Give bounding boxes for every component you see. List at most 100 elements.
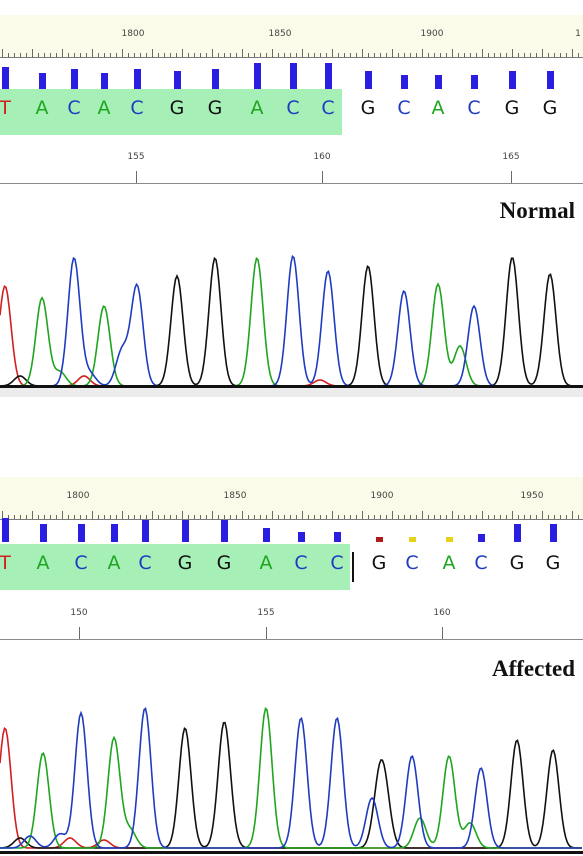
ruler-tick bbox=[92, 49, 93, 57]
quality-bar bbox=[365, 71, 372, 89]
base-call: C bbox=[286, 97, 300, 119]
highlighted-sequence-region bbox=[0, 544, 350, 590]
quality-bar bbox=[71, 69, 78, 89]
ruler-tick bbox=[152, 49, 153, 57]
ruler-tick bbox=[32, 511, 33, 519]
ruler-tick bbox=[302, 511, 303, 519]
ruler-tick bbox=[14, 53, 15, 57]
ruler-label: 1900 bbox=[370, 491, 394, 501]
ruler-tick bbox=[368, 515, 369, 519]
ruler-tick bbox=[32, 49, 33, 57]
ruler-tick bbox=[398, 53, 399, 57]
ruler-tick bbox=[104, 53, 105, 57]
ruler-tick bbox=[410, 515, 411, 519]
ruler-tick bbox=[260, 53, 261, 57]
ruler-tick bbox=[242, 49, 243, 57]
ruler-tick bbox=[74, 53, 75, 57]
base-call: C bbox=[397, 97, 411, 119]
ruler-tick bbox=[344, 515, 345, 519]
position-tick bbox=[511, 171, 512, 183]
ruler-tick bbox=[146, 53, 147, 57]
base-call: G bbox=[545, 552, 561, 574]
ruler-tick bbox=[392, 49, 393, 57]
ruler-tick bbox=[212, 49, 213, 57]
trace-T bbox=[0, 284, 582, 387]
ruler-tick bbox=[434, 53, 435, 57]
ruler-tick bbox=[512, 49, 513, 57]
ruler-tick bbox=[446, 53, 447, 57]
ruler-tick bbox=[458, 515, 459, 519]
sample-label-normal: Normal bbox=[499, 198, 575, 223]
position-label: 160 bbox=[313, 152, 331, 162]
sample-label-affected: Affected bbox=[491, 656, 575, 681]
ruler-tick bbox=[464, 53, 465, 57]
quality-bar bbox=[111, 524, 118, 542]
trace-T bbox=[0, 726, 582, 849]
ruler-tick bbox=[500, 515, 501, 519]
ruler-tick bbox=[560, 53, 561, 57]
ruler-tick bbox=[140, 53, 141, 57]
ruler-baseline bbox=[0, 57, 583, 58]
base-call: G bbox=[504, 97, 520, 119]
ruler-tick bbox=[44, 515, 45, 519]
position-label: 150 bbox=[70, 608, 88, 618]
ruler-tick bbox=[344, 53, 345, 57]
ruler-tick bbox=[536, 515, 537, 519]
ruler-tick bbox=[104, 515, 105, 519]
ruler-tick bbox=[440, 53, 441, 57]
position-label: 155 bbox=[127, 152, 145, 162]
ruler-tick bbox=[332, 49, 333, 57]
trace-C bbox=[0, 254, 582, 387]
ruler-tick bbox=[560, 515, 561, 519]
ruler-tick bbox=[488, 53, 489, 57]
ruler-tick bbox=[506, 53, 507, 57]
ruler-tick bbox=[296, 53, 297, 57]
ruler-tick bbox=[194, 515, 195, 519]
ruler-tick bbox=[338, 53, 339, 57]
base-call: C bbox=[321, 97, 335, 119]
ruler-tick bbox=[194, 53, 195, 57]
quality-bar bbox=[550, 524, 557, 542]
ruler-tick bbox=[80, 53, 81, 57]
chromatogram-normal: Normal 1800 1850 1900 1 T A C A C G G A C C G C A C G G 155 1… bbox=[0, 0, 583, 397]
ruler-tick bbox=[164, 53, 165, 57]
ruler-tick bbox=[362, 511, 363, 519]
position-tick bbox=[442, 627, 443, 639]
ruler-tick bbox=[464, 515, 465, 519]
ruler-tick bbox=[182, 511, 183, 519]
ruler-tick bbox=[266, 53, 267, 57]
base-call: C bbox=[294, 552, 308, 574]
trace-plot-affected bbox=[0, 706, 582, 849]
ruler-tick bbox=[272, 49, 273, 57]
ruler-tick bbox=[140, 515, 141, 519]
ruler-tick bbox=[20, 515, 21, 519]
ruler-tick bbox=[476, 53, 477, 57]
ruler-tick bbox=[56, 53, 57, 57]
base-call: C bbox=[130, 97, 144, 119]
ruler-tick bbox=[308, 53, 309, 57]
quality-bar bbox=[221, 520, 228, 542]
ruler-tick bbox=[62, 511, 63, 519]
ruler-tick bbox=[164, 515, 165, 519]
ruler-tick bbox=[488, 515, 489, 519]
position-label: 165 bbox=[502, 152, 520, 162]
ruler-tick bbox=[170, 515, 171, 519]
quality-bar bbox=[514, 524, 521, 542]
quality-bar bbox=[435, 75, 442, 89]
base-call: A bbox=[107, 552, 121, 574]
ruler-tick bbox=[482, 49, 483, 57]
quality-bar bbox=[78, 524, 85, 542]
ruler-tick bbox=[74, 515, 75, 519]
base-call: A bbox=[431, 97, 445, 119]
quality-bar bbox=[212, 69, 219, 89]
ruler-tick bbox=[422, 49, 423, 57]
base-call: G bbox=[216, 552, 232, 574]
ruler-tick bbox=[410, 53, 411, 57]
ruler-tick bbox=[356, 53, 357, 57]
ruler-tick bbox=[404, 53, 405, 57]
quality-bar bbox=[325, 63, 332, 89]
ruler-tick bbox=[518, 53, 519, 57]
ruler-tick bbox=[242, 511, 243, 519]
ruler-tick bbox=[14, 515, 15, 519]
quality-bar bbox=[39, 73, 46, 89]
